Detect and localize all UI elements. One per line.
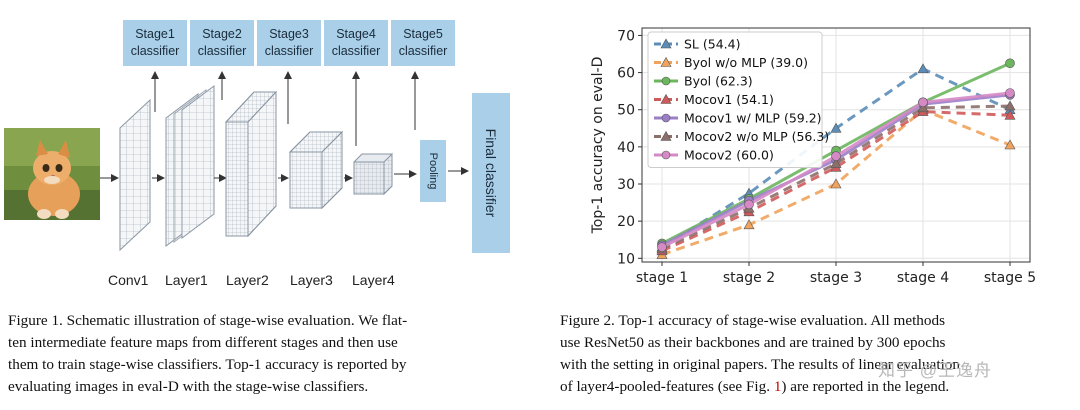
y-tick-label: 20 — [617, 214, 635, 230]
data-point — [657, 242, 667, 252]
data-point — [744, 199, 754, 210]
pooling-box — [420, 140, 446, 202]
y-tick-label: 10 — [617, 251, 635, 267]
data-point — [1005, 58, 1015, 69]
stage5-classifier-box: Stage5 classifier — [391, 20, 455, 66]
layer4-feature-map — [353, 152, 393, 196]
data-point — [918, 97, 928, 108]
pooling-label: Pooling — [427, 152, 439, 190]
series-line — [661, 104, 1011, 251]
stage3-classifier-box: Stage3 classifier — [257, 20, 321, 66]
y-tick-label: 30 — [617, 177, 635, 193]
stage2-classifier-box: Stage2 classifier — [190, 20, 254, 66]
data-point — [1005, 88, 1015, 98]
data-point — [1004, 109, 1016, 120]
x-tick-label: stage 5 — [984, 270, 1036, 286]
data-point — [917, 63, 929, 74]
legend-marker — [660, 93, 672, 104]
data-point — [917, 102, 929, 113]
data-point — [1004, 139, 1016, 150]
legend-label: Mocov2 w/o MLP (56.3) — [684, 129, 829, 144]
legend-box — [647, 31, 823, 168]
legend-label: Byol w/o MLP (39.0) — [684, 55, 808, 70]
classifier-label: classifier — [264, 44, 314, 58]
caption-line: ten intermediate feature maps from diffe… — [8, 334, 398, 351]
caption-text: ) are reported in the legend. — [781, 378, 950, 395]
x-tick-label: stage 2 — [723, 270, 775, 286]
y-tick-label: 50 — [617, 103, 635, 119]
legend-marker — [660, 56, 672, 67]
caption-line: with the setting in original papers. The… — [560, 356, 960, 373]
layer2-feature-map — [224, 90, 278, 238]
caption-line: them to train stage-wise classifiers. To… — [8, 356, 407, 373]
data-point — [830, 122, 842, 133]
watermark: 知乎 @王逸舟 — [878, 361, 992, 380]
layer3-feature-map — [288, 130, 344, 210]
caption-line: Figure 1. Schematic illustration of stag… — [8, 312, 408, 329]
y-tick-label: 70 — [617, 28, 635, 44]
accuracy-line-chart: 10 20 30 40 50 60 70 stage 1 stage 2 stage 3 stage… — [590, 27, 1036, 286]
caption-line: of layer4-pooled-features (see Fig. 1) a… — [560, 376, 1070, 398]
caption-line: use ResNet50 as their backbones and are … — [560, 334, 946, 351]
data-point — [1004, 100, 1016, 111]
classifier-label: classifier — [197, 44, 247, 58]
x-tick-label: stage 1 — [636, 270, 688, 286]
legend-marker — [660, 38, 672, 49]
y-tick-label: 40 — [617, 140, 635, 156]
kitten-image — [4, 128, 100, 220]
layer3-label: Layer3 — [290, 272, 333, 288]
y-axis-label: Top-1 accuracy on eval-D — [590, 57, 606, 235]
stage4-label: Stage4 — [336, 27, 376, 41]
figure1-caption: Figure 1. Schematic illustration of stag… — [8, 310, 528, 398]
legend-label: Mocov1 (54.1) — [684, 92, 774, 107]
stage2-label: Stage2 — [202, 27, 242, 41]
x-tick-label: stage 3 — [810, 270, 862, 286]
classifier-label: classifier — [130, 44, 180, 58]
figure2-caption: Figure 2. Top-1 accuracy of stage-wise e… — [560, 310, 1070, 398]
legend-label: Mocov1 w/ MLP (59.2) — [684, 111, 822, 126]
classifier-label: classifier — [398, 44, 448, 58]
legend-marker — [661, 113, 671, 123]
final-classifier-label: Final classifier — [483, 128, 499, 218]
conv1-feature-map — [119, 98, 151, 252]
stage4-classifier-box: Stage4 classifier — [324, 20, 388, 66]
network-diagram — [100, 71, 469, 252]
layer1-label: Layer1 — [165, 272, 208, 288]
layer4-label: Layer4 — [352, 272, 395, 288]
legend-marker — [661, 150, 671, 160]
legend-label: Byol (62.3) — [684, 74, 753, 89]
stage1-classifier-box: Stage1 classifier — [123, 20, 187, 66]
caption-text: of layer4-pooled-features (see Fig. — [560, 378, 774, 395]
conv1-label: Conv1 — [108, 272, 149, 288]
caption-line: evaluating images in eval-D with the sta… — [8, 378, 369, 395]
legend-marker — [660, 130, 672, 141]
legend-marker — [661, 76, 671, 86]
data-point — [831, 151, 841, 161]
figure-reference-link[interactable]: 1 — [773, 378, 782, 395]
y-tick-label: 60 — [617, 66, 635, 82]
final-classifier-box — [472, 93, 510, 253]
x-tick-label: stage 4 — [897, 270, 949, 286]
caption-line: Figure 2. Top-1 accuracy of stage-wise e… — [560, 312, 945, 329]
legend-label: Mocov2 (60.0) — [684, 148, 774, 163]
stage5-label: Stage5 — [403, 27, 443, 41]
layer1-feature-map — [165, 85, 215, 247]
data-point — [830, 178, 842, 189]
classifier-label: classifier — [331, 44, 381, 58]
data-point — [830, 157, 842, 168]
stage3-label: Stage3 — [269, 27, 309, 41]
data-point — [743, 219, 755, 230]
stage1-label: Stage1 — [135, 27, 175, 41]
legend-label: SL (54.4) — [684, 37, 740, 52]
series-line — [661, 110, 1011, 253]
layer2-label: Layer2 — [226, 272, 269, 288]
